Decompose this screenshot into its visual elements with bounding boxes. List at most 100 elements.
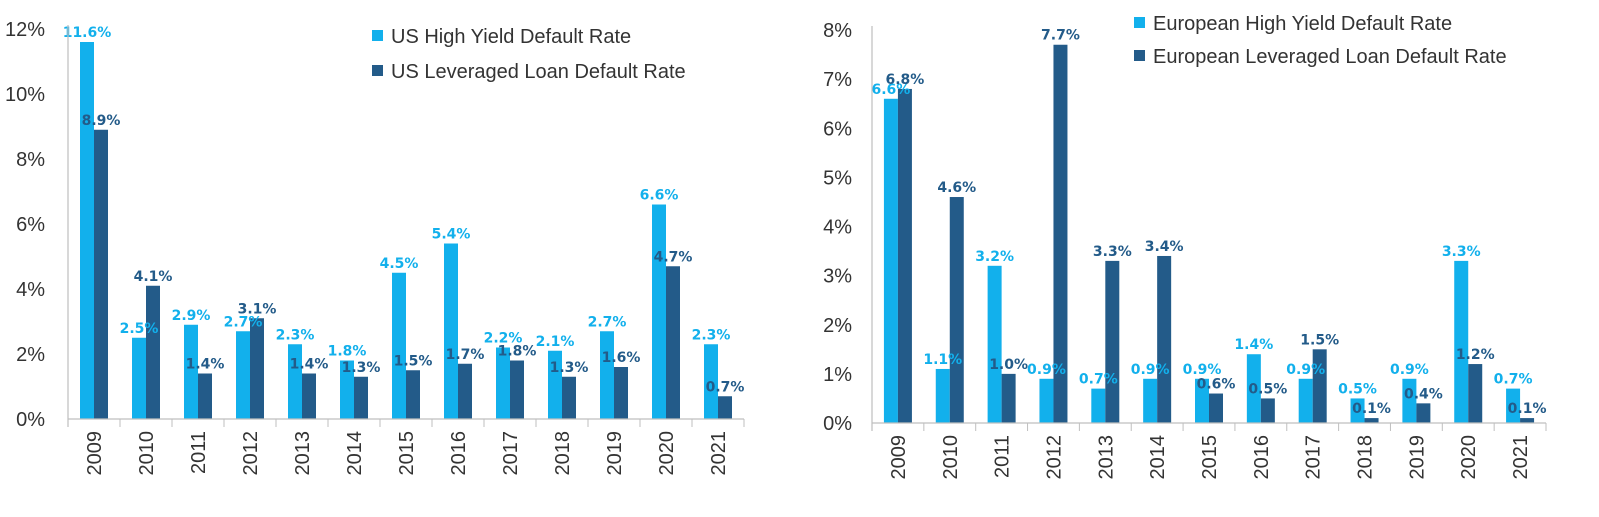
bar-light-2009 <box>80 42 94 419</box>
y-tick-label: 8% <box>16 149 45 171</box>
bar-dark-2016 <box>458 363 472 419</box>
x-tick-label: 2016 <box>448 431 470 476</box>
x-tick-label: 2017 <box>1303 435 1325 480</box>
bar-light-2017 <box>496 347 510 419</box>
data-label: 0.7% <box>1494 372 1533 388</box>
bar-light-2016 <box>444 243 458 419</box>
data-label: 1.3% <box>550 360 589 376</box>
legend-label: US High Yield Default Rate <box>391 26 631 48</box>
bar-dark-2017 <box>1312 349 1327 423</box>
data-label: 0.1% <box>1352 401 1391 417</box>
data-label: 2.2% <box>484 331 523 347</box>
us-default-rate-chart: 0% 2% 4% 6% 8% 10% 12% 11.6% 2.5% 2.9% 2.7% 2.3% 1.8… <box>5 19 745 476</box>
y-tick-label: 12% <box>5 19 45 41</box>
data-label: 1.0% <box>989 357 1028 373</box>
data-label: 8.9% <box>82 113 121 129</box>
bar-dark-2021 <box>718 396 732 419</box>
data-label: 1.1% <box>923 352 962 368</box>
y-tick-label: 2% <box>823 315 852 337</box>
data-label: 6.6% <box>640 188 679 204</box>
data-label: 1.4% <box>186 357 225 373</box>
data-label: 1.6% <box>602 350 641 366</box>
data-label: 2.7% <box>588 314 627 330</box>
x-tick-label: 2017 <box>500 431 522 476</box>
data-label: 0.5% <box>1338 381 1377 397</box>
bar-dark-2017 <box>510 360 524 419</box>
legend-swatch-light <box>372 30 383 41</box>
data-label: 2.3% <box>692 327 731 343</box>
y-tick-label: 1% <box>823 364 852 386</box>
data-label: 0.9% <box>1390 362 1429 378</box>
bar-dark-2012 <box>250 318 264 419</box>
x-tick-label: 2009 <box>84 431 106 476</box>
x-tick-label: 2018 <box>552 431 574 476</box>
x-tick-label: 2013 <box>1095 435 1117 480</box>
legend-swatch-dark <box>372 65 383 76</box>
bar-dark-2013 <box>1105 260 1120 423</box>
data-label: 1.3% <box>342 360 381 376</box>
data-label: 1.5% <box>1300 332 1339 348</box>
data-label: 0.1% <box>1508 401 1547 417</box>
bar-light-2010 <box>132 337 146 419</box>
bar-light-2015 <box>392 272 406 419</box>
bar-dark-2020 <box>666 266 680 419</box>
data-label: 4.5% <box>380 256 419 272</box>
legend-label: European Leveraged Loan Default Rate <box>1153 46 1507 68</box>
bar-dark-2010 <box>949 197 964 423</box>
y-tick-label: 10% <box>5 84 45 106</box>
bar-dark-2019 <box>614 367 628 419</box>
data-label: 6.8% <box>886 72 925 88</box>
data-label: 1.4% <box>1234 337 1273 353</box>
bar-dark-2009 <box>897 88 912 423</box>
x-tick-label: 2019 <box>1406 435 1428 480</box>
y-tick-label: 4% <box>823 217 852 239</box>
bar-dark-2014 <box>1157 255 1172 423</box>
bar-dark-2018 <box>562 376 576 419</box>
bar-light-2014 <box>1143 378 1158 423</box>
bar-light-2021 <box>1506 388 1521 423</box>
bar-light-2010 <box>935 368 950 423</box>
x-tick-label: 2020 <box>1458 435 1480 480</box>
data-label: 0.9% <box>1027 362 1066 378</box>
data-label: 1.4% <box>290 357 329 373</box>
data-label: 2.9% <box>172 308 211 324</box>
data-label: 1.8% <box>328 344 367 360</box>
x-tick-label: 2012 <box>240 431 262 476</box>
data-label: 0.5% <box>1248 381 1287 397</box>
x-tick-label: 2014 <box>1147 435 1169 480</box>
legend-swatch-light <box>1134 17 1145 28</box>
bar-light-2018 <box>1350 398 1365 423</box>
bar-dark-2010 <box>146 285 160 419</box>
x-tick-label: 2010 <box>136 431 158 476</box>
bar-light-2012 <box>1039 378 1054 423</box>
bar-light-2014 <box>340 360 354 419</box>
y-tick-label: 6% <box>823 118 852 140</box>
data-label: 3.4% <box>1145 239 1184 255</box>
bar-light-2017 <box>1298 378 1313 423</box>
legend-swatch-dark <box>1134 50 1145 61</box>
x-tick-label: 2010 <box>940 435 962 480</box>
bar-light-2018 <box>548 350 562 419</box>
y-tick-label: 2% <box>16 344 45 366</box>
x-tick-label: 2020 <box>656 431 678 476</box>
x-tick-label: 2012 <box>1043 435 1065 480</box>
legend-label: European High Yield Default Rate <box>1153 13 1452 35</box>
bar-dark-2021 <box>1520 418 1535 423</box>
bar-light-2019 <box>600 331 614 419</box>
data-label: 5.4% <box>432 227 471 243</box>
bar-light-2020 <box>1454 260 1469 423</box>
bar-dark-2014 <box>354 376 368 419</box>
x-tick-label: 2009 <box>888 435 910 480</box>
data-label: 3.2% <box>975 249 1014 265</box>
bar-light-2013 <box>288 344 302 419</box>
bar-dark-2011 <box>1001 373 1016 423</box>
data-label: 2.7% <box>224 314 263 330</box>
y-tick-label: 0% <box>823 413 852 435</box>
bar-dark-2018 <box>1364 418 1379 423</box>
bar-light-2009 <box>883 98 898 424</box>
x-tick-label: 2021 <box>708 431 730 476</box>
y-tick-label: 0% <box>16 409 45 431</box>
x-tick-label: 2021 <box>1510 435 1532 480</box>
bar-light-2015 <box>1195 378 1209 423</box>
bar-light-2021 <box>704 344 718 419</box>
